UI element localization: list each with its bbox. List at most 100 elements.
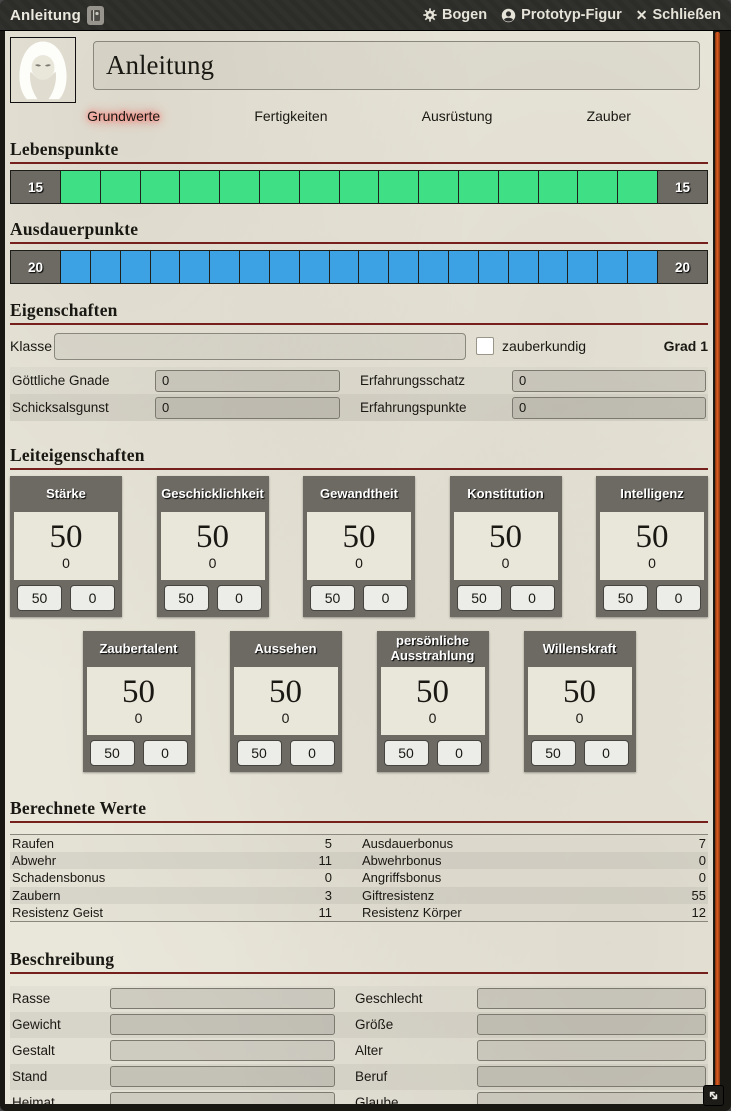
- attribute-name[interactable]: Zaubertalent: [99, 640, 178, 656]
- attribute-base-input[interactable]: [236, 740, 282, 766]
- resize-handle[interactable]: [703, 1085, 724, 1106]
- attribute-name[interactable]: Konstitution: [467, 485, 544, 501]
- attribute-bonus-input[interactable]: [436, 740, 482, 766]
- ap-segment[interactable]: [627, 251, 657, 283]
- ap-segment[interactable]: [388, 251, 419, 283]
- avatar[interactable]: [10, 37, 76, 103]
- ap-segment[interactable]: [507, 251, 538, 283]
- description-input[interactable]: [477, 1040, 706, 1062]
- hp-segment[interactable]: [418, 171, 458, 203]
- attribute-name[interactable]: Aussehen: [254, 640, 317, 656]
- attribute-base-input[interactable]: [383, 740, 429, 766]
- description-input[interactable]: [110, 1066, 335, 1088]
- description-input[interactable]: [477, 988, 706, 1010]
- hp-current-box[interactable]: 15: [11, 171, 61, 203]
- zauberkundig-checkbox[interactable]: [476, 337, 495, 355]
- ap-segment[interactable]: [597, 251, 628, 283]
- ap-segment[interactable]: [328, 251, 359, 283]
- attribute-bonus-input[interactable]: [70, 585, 115, 611]
- hp-segment[interactable]: [139, 171, 180, 203]
- attribute-base-input[interactable]: [163, 585, 209, 611]
- ap-segment[interactable]: [418, 251, 448, 283]
- description-input[interactable]: [477, 1066, 706, 1088]
- attribute-bonus-input[interactable]: [289, 740, 335, 766]
- ap-segment[interactable]: [358, 251, 389, 283]
- hp-segment[interactable]: [617, 171, 657, 203]
- attribute-base-input[interactable]: [17, 585, 62, 611]
- attribute-name[interactable]: Stärke: [46, 485, 86, 501]
- hp-segment[interactable]: [179, 171, 220, 203]
- window-titlebar[interactable]: Anleitung: [0, 0, 731, 31]
- hp-segment[interactable]: [457, 171, 498, 203]
- hp-segment[interactable]: [338, 171, 379, 203]
- attribute-base-input[interactable]: [456, 585, 502, 611]
- tab-fertigkeiten[interactable]: Fertigkeiten: [254, 108, 328, 124]
- ap-segment[interactable]: [239, 251, 269, 283]
- attribute-name[interactable]: Geschicklichkeit: [161, 485, 264, 501]
- ap-segment[interactable]: [268, 251, 299, 283]
- hp-segment[interactable]: [378, 171, 419, 203]
- ap-segment[interactable]: [61, 251, 90, 283]
- hp-segment[interactable]: [99, 171, 140, 203]
- hp-segment[interactable]: [537, 171, 578, 203]
- hp-segment[interactable]: [219, 171, 259, 203]
- description-input[interactable]: [110, 1014, 335, 1036]
- ap-segment[interactable]: [119, 251, 150, 283]
- ap-segment[interactable]: [298, 251, 329, 283]
- attribute-bonus-input[interactable]: [363, 585, 408, 611]
- attribute-base-input[interactable]: [603, 585, 648, 611]
- sheet-config-button[interactable]: Bogen: [423, 7, 487, 23]
- attribute-card: Konstitution 50 0: [449, 476, 562, 617]
- ap-segment[interactable]: [149, 251, 180, 283]
- close-button[interactable]: ✕ Schließen: [636, 7, 721, 24]
- description-input[interactable]: [110, 1092, 335, 1104]
- attribute-name[interactable]: Gewandtheit: [319, 485, 398, 501]
- hp-segment[interactable]: [258, 171, 299, 203]
- field-input[interactable]: [512, 369, 706, 392]
- ap-segment[interactable]: [447, 251, 478, 283]
- ap-segment[interactable]: [567, 251, 598, 283]
- description-label: Alter: [355, 1043, 383, 1059]
- ap-segment[interactable]: [209, 251, 240, 283]
- field-input[interactable]: [155, 369, 340, 392]
- description-input[interactable]: [110, 988, 335, 1010]
- ap-segment[interactable]: [477, 251, 508, 283]
- attribute-name[interactable]: Willenskraft: [542, 640, 617, 656]
- klasse-input[interactable]: [54, 332, 467, 360]
- description-input[interactable]: [110, 1040, 335, 1062]
- attribute-bonus-input[interactable]: [509, 585, 555, 611]
- eigenschaften-table: Göttliche Gnade Erfahrungsschatz Schicks…: [10, 367, 708, 421]
- hp-segment[interactable]: [61, 171, 100, 203]
- ap-current-box[interactable]: 20: [11, 251, 61, 283]
- hp-segment[interactable]: [497, 171, 538, 203]
- attribute-bonus-input[interactable]: [142, 740, 188, 766]
- attribute-bonus-input[interactable]: [583, 740, 629, 766]
- scrollbar[interactable]: [715, 32, 720, 1105]
- attribute-base-input[interactable]: [530, 740, 576, 766]
- attribute-name[interactable]: Intelligenz: [620, 485, 684, 501]
- hp-segment[interactable]: [298, 171, 339, 203]
- field-input[interactable]: [512, 396, 706, 419]
- character-name-input[interactable]: [93, 41, 700, 90]
- description-input[interactable]: [477, 1092, 706, 1104]
- ap-max-box[interactable]: 20: [657, 251, 707, 283]
- ap-segment[interactable]: [537, 251, 568, 283]
- attribute-base-input[interactable]: [310, 585, 355, 611]
- attribute-bonus-input[interactable]: [216, 585, 262, 611]
- hp-max-box[interactable]: 15: [657, 171, 707, 203]
- tab-grundwerte[interactable]: Grundwerte: [87, 108, 161, 124]
- hp-segment[interactable]: [577, 171, 618, 203]
- attribute-name[interactable]: persönliche Ausstrahlung: [390, 633, 475, 663]
- description-label: Heimat: [12, 1095, 55, 1104]
- field-input[interactable]: [155, 396, 340, 419]
- tab-zauber[interactable]: Zauber: [586, 108, 631, 124]
- tab-ausruestung[interactable]: Ausrüstung: [421, 108, 493, 124]
- attribute-base-input[interactable]: [89, 740, 135, 766]
- ap-segment[interactable]: [179, 251, 210, 283]
- description-input[interactable]: [477, 1014, 706, 1036]
- document-id-badge[interactable]: [86, 5, 104, 25]
- field-label: Erfahrungspunkte: [360, 400, 467, 415]
- attribute-bonus-input[interactable]: [656, 585, 701, 611]
- ap-segment[interactable]: [89, 251, 120, 283]
- prototype-token-button[interactable]: Prototyp-Figur: [501, 7, 622, 23]
